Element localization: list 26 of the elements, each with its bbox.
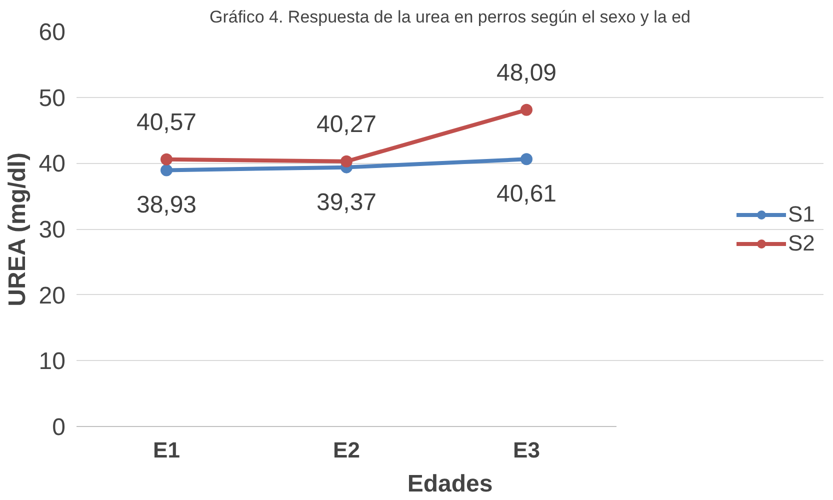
y-tick-label: 60 (38, 19, 66, 46)
x-tick-label: E1 (153, 438, 180, 462)
point (160, 153, 172, 166)
data-label: 40,57 (136, 108, 197, 136)
point (520, 104, 532, 116)
y-tick-label: 10 (38, 348, 66, 376)
point (340, 155, 352, 168)
y-tick-label: 30 (38, 216, 66, 244)
legend-label: S2 (788, 230, 816, 256)
chart-title: Gráfico 4. Respuesta de la urea en perros según el sexo y la ed (209, 8, 691, 26)
y-tick-label: 50 (38, 84, 66, 112)
y-axis-title: UREA (mg/dl) (4, 152, 31, 306)
point (520, 153, 532, 166)
data-label: 38,93 (136, 192, 197, 219)
y-tick-label: 20 (38, 282, 66, 310)
data-label: 40,61 (496, 180, 557, 208)
data-label: 40,27 (316, 110, 377, 138)
x-axis-title: Edades (407, 470, 493, 498)
data-label: 39,37 (316, 188, 377, 216)
x-tick-label: E3 (513, 438, 540, 462)
x-tick-label: E2 (333, 438, 360, 462)
data-label: 48,09 (496, 59, 557, 86)
y-tick-label: 0 (52, 414, 66, 441)
legend-label: S1 (788, 201, 816, 227)
y-tick-label: 40 (38, 150, 66, 178)
point (160, 164, 172, 176)
